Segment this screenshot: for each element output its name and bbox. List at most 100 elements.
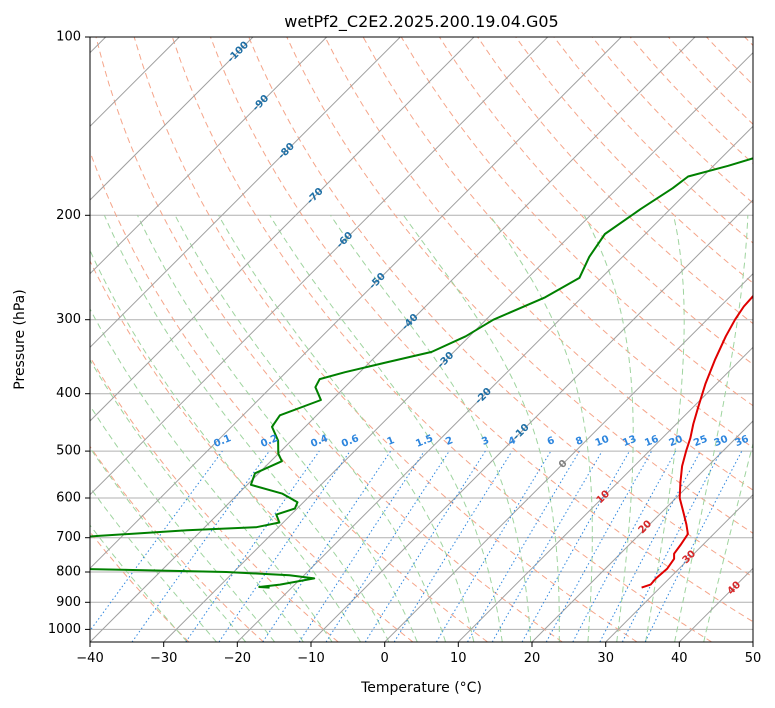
mixing-ratio-label: 0.6 (340, 433, 361, 450)
moist-adiabat (90, 358, 304, 642)
x-tick-label: −10 (297, 651, 324, 666)
dry-adiabat (248, 37, 753, 578)
isotherm (90, 37, 622, 570)
x-axis-ticks: −40 −30 −20 −10 0 10 20 30 40 50 (76, 642, 761, 666)
x-tick-label: −30 (150, 651, 177, 666)
moist-adiabat (90, 249, 362, 642)
isotherms (90, 37, 753, 642)
dry-adiabat (90, 531, 190, 642)
mixing-ratio-line (521, 450, 630, 642)
moist-adiabat (137, 215, 418, 642)
mixing-ratio-label: 4 (507, 435, 518, 448)
moist-adiabat (703, 441, 753, 642)
mixing-ratio-label: 13 (621, 434, 638, 449)
y-tick-label: 100 (56, 30, 81, 45)
x-tick-label: 40 (671, 651, 688, 666)
x-tick-label: 20 (524, 651, 541, 666)
dry-adiabat (95, 37, 563, 642)
moist-adiabat (90, 486, 217, 642)
x-tick-label: 50 (745, 651, 762, 666)
x-tick-label: 10 (450, 651, 467, 666)
moist-adiabat (583, 215, 634, 642)
dry-adiabat (324, 37, 753, 491)
mixing-ratio-line (325, 450, 450, 642)
mixing-ratio-line (90, 450, 223, 632)
moist-adiabats (90, 215, 753, 642)
line-labels: -100-90-80-70-60-50-40-30-20-100.1 0.2 0.4… (212, 40, 750, 598)
y-tick-label: 200 (56, 208, 81, 223)
y-tick-label: 800 (56, 565, 81, 580)
dry-adiabat (90, 445, 264, 642)
mixing-ratio-line (218, 450, 351, 642)
dry-adiabat (744, 37, 753, 47)
moist-adiabat (403, 215, 560, 642)
sounding-profiles (90, 157, 753, 589)
y-tick-label: 1000 (48, 622, 81, 637)
isotherm (90, 37, 696, 642)
dry-adiabat (171, 37, 712, 642)
x-tick-label: 0 (381, 651, 389, 666)
dewpoint-line (90, 157, 753, 589)
mixing-ratio-line (644, 450, 743, 642)
isotherm (90, 37, 328, 275)
mixing-ratio-label: 0.4 (309, 433, 330, 450)
mixing-ratio-label: 1 (386, 435, 397, 448)
mixing-ratio-lines (90, 450, 743, 642)
moist-adiabat (174, 215, 446, 642)
y-tick-label: 700 (56, 530, 81, 545)
moist-adiabat-label: 30 (681, 549, 699, 567)
dry-adiabat (706, 37, 753, 86)
pressure-gridlines (90, 37, 753, 630)
moist-adiabat (269, 215, 503, 642)
moist-adiabat-label: 40 (726, 580, 744, 598)
isotherm (236, 125, 753, 642)
mixing-ratio-line (572, 450, 677, 642)
dry-adiabat (210, 37, 753, 623)
dry-adiabat (553, 37, 753, 244)
isotherm (90, 37, 475, 422)
y-tick-label: 600 (56, 491, 81, 506)
moist-adiabat (90, 308, 333, 642)
mixing-ratio-label: 8 (574, 435, 585, 448)
isotherm (384, 272, 753, 642)
moist-adiabat (330, 215, 532, 642)
plot-frame (89, 36, 754, 643)
moist-adiabat (674, 215, 749, 642)
mixing-ratio-line (393, 450, 513, 642)
moist-adiabat (90, 524, 188, 642)
x-tick-label: 30 (597, 651, 614, 666)
x-tick-label: −40 (76, 651, 103, 666)
mixing-ratio-label: 6 (546, 435, 557, 448)
moist-adiabat-label: 20 (637, 519, 655, 537)
isotherm (752, 641, 753, 642)
y-tick-label: 400 (56, 386, 81, 401)
mixing-ratio-label: 25 (692, 434, 709, 449)
y-tick-label: 900 (56, 595, 81, 610)
mixing-ratio-label: 3 (480, 435, 491, 448)
moist-adiabat (218, 215, 475, 642)
mixing-ratio-label: 36 (733, 434, 750, 449)
chart-title: wetPf2_C2E2.2025.200.19.04.G05 (284, 12, 558, 32)
mixing-ratio-line (131, 450, 270, 642)
mixing-ratio-label: 2 (444, 435, 455, 448)
x-tick-label: −20 (224, 651, 251, 666)
temperature-line (641, 294, 753, 589)
isotherm (90, 37, 254, 201)
isotherm (605, 493, 753, 642)
moist-adiabat-label: 0 (557, 458, 570, 471)
isotherm (90, 37, 549, 496)
isotherm-label: -90 (251, 93, 272, 114)
mixing-ratio-label: 16 (643, 434, 660, 449)
moist-adiabat (90, 447, 247, 642)
mixing-ratio-line (262, 450, 392, 642)
mixing-ratio-line (545, 450, 653, 642)
mixing-ratio-label: 30 (713, 434, 730, 449)
moist-adiabat (103, 215, 390, 642)
isotherm (457, 346, 753, 642)
dry-adiabats (90, 37, 753, 642)
dry-adiabat (90, 150, 488, 642)
isotherm-label: -100 (226, 40, 252, 66)
mixing-ratio-line (364, 450, 486, 642)
mixing-ratio-label: 10 (594, 434, 611, 449)
mixing-ratio-label: 20 (667, 434, 684, 449)
